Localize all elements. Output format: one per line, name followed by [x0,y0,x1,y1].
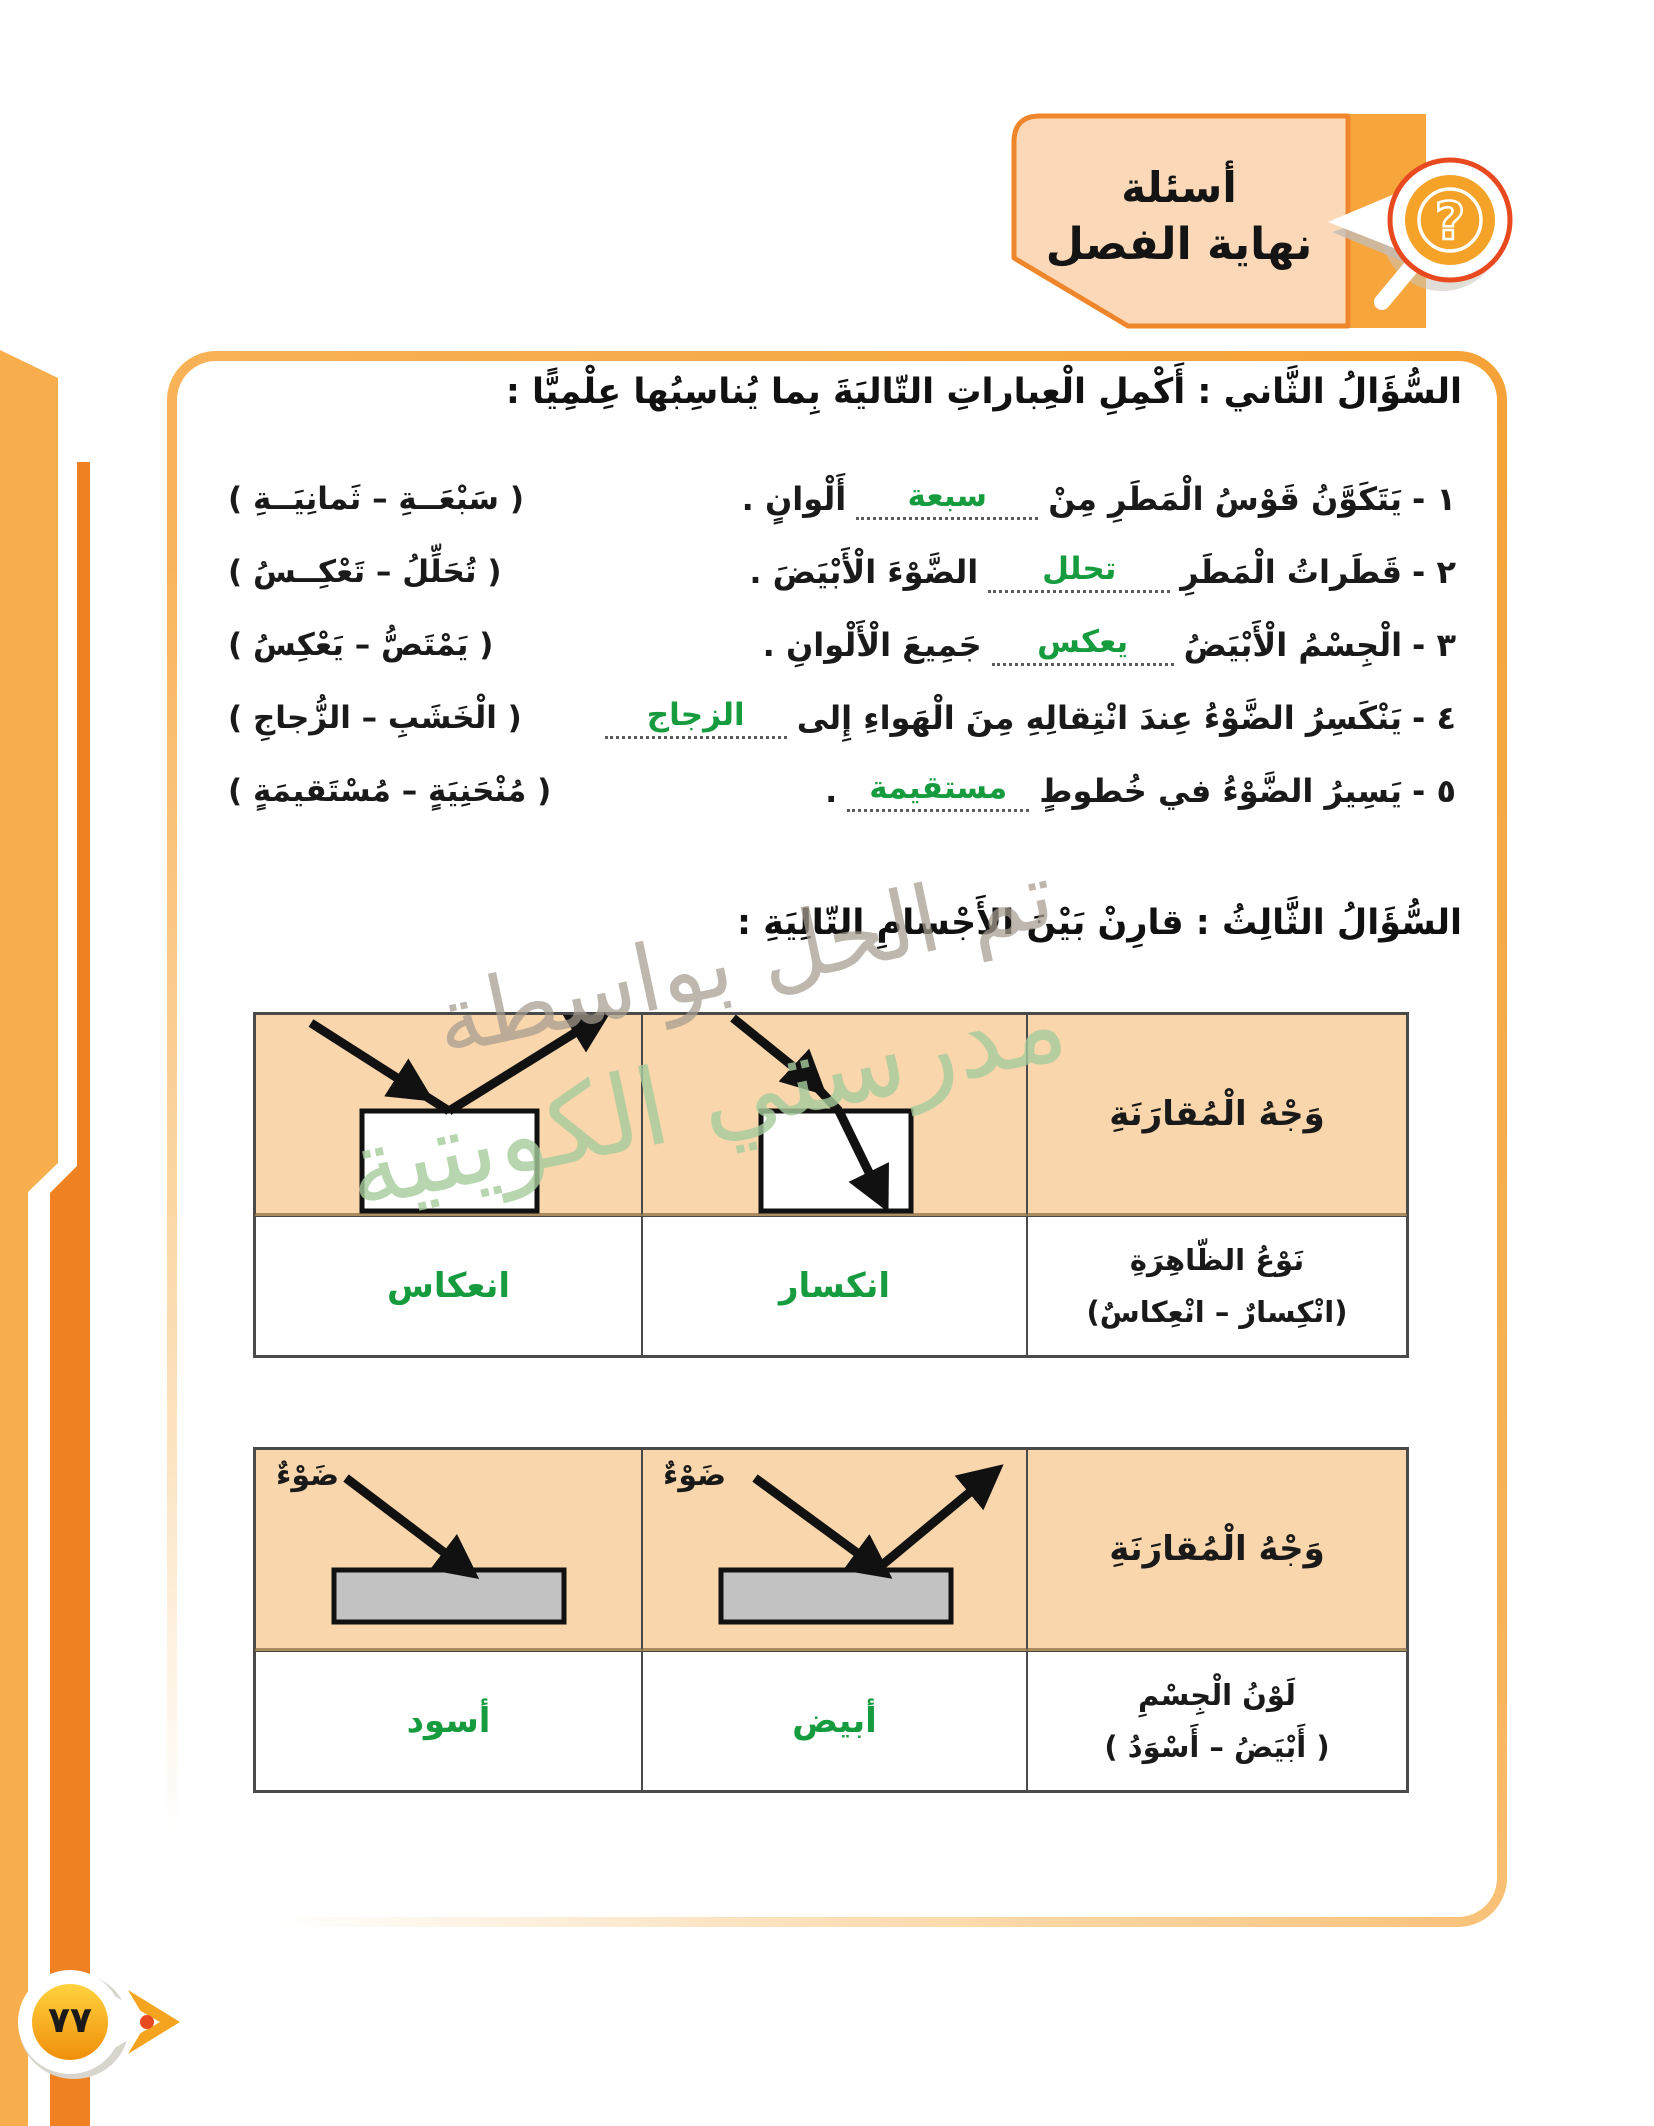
white-body-diagram [718,1464,1004,1625]
question-mark-glyph: ? [1435,192,1465,252]
colour-label-cell: لَوْنُ الْجِسْمِ ( أَبْيَضُ – أَسْوَدُ ) [1027,1651,1407,1791]
answer-cell-reflection: انعكاس [255,1216,642,1356]
body-block [718,1567,954,1625]
answer-blank: مستقيمة [847,770,1030,812]
compare-header-cell: وَجْهُ الْمُقارَنَةِ [1027,1449,1407,1651]
body-block [331,1567,567,1625]
mirror-block [359,1108,540,1214]
compare-header-cell: وَجْهُ الْمُقارَنَةِ [1027,1014,1407,1216]
question2-heading: السُّؤَالُ الثَّاني : أَكْمِلِ الْعِبارا… [505,372,1462,412]
page-number-badge [18,1970,180,2079]
glass-block [758,1108,914,1214]
answer-text: أسود [406,1701,491,1741]
answer-blank: تحلل [988,551,1171,593]
left-stripe-light [0,350,58,2126]
item-number: ١ - [1412,479,1456,518]
phenomenon-label-cell: نَوْعُ الظّاهِرَةِ (انْكِسارٌ – انْعِكاس… [1027,1216,1407,1356]
item-text-pre: يَنْكَسِرُ الضَّوْءُ عِندَ انْتِقالِهِ م… [796,698,1403,737]
fill-blank-row-5: ٥ - يَسِيرُ الضَّوْءُ في خُطوطٍ مستقيمة … [228,754,1456,827]
white-body-diagram-cell: ضَوْءٌ [642,1449,1027,1651]
answer-cell-white: أبيض [642,1651,1027,1791]
incident-ray-arrow [752,1474,893,1579]
answer-text: انكسار [778,1266,891,1306]
colour-options: ( أَبْيَضُ – أَسْوَدُ ) [1104,1730,1330,1764]
item-text-post: . [825,771,838,810]
question2-items: ١ - يَتَكَوَّنُ قَوْسُ الْمَطَرِ مِنْ سب… [228,462,1456,827]
item-text-post: الضَّوْءَ الْأَبْيَضَ . [749,552,979,591]
refraction-diagram [730,1015,914,1214]
question3-heading: السُّؤَالُ الثَّالِثُ : قارِنْ بَيْنَ ال… [736,903,1462,943]
reflection-diagram-cell [255,1014,642,1216]
light-label: ضَوْءٌ [276,1458,340,1493]
light-label: ضَوْءٌ [663,1458,727,1493]
phenomenon-options: (انْكِسارٌ – انْعِكاسٌ) [1086,1295,1348,1329]
item-text-pre: يَتَكَوَّنُ قَوْسُ الْمَطَرِ مِنْ [1048,479,1403,518]
phenomenon-label: نَوْعُ الظّاهِرَةِ [1129,1242,1305,1277]
page-number: ٧٧ [48,2000,92,2041]
black-body-diagram [331,1474,567,1625]
red-dot [140,2015,154,2029]
badge-title-line2: نهاية الفصل [1045,218,1313,270]
chapter-badge-shape [1011,113,1351,329]
item-choices: ( الْخَشَبِ – الزُّجاجِ ) [228,699,522,736]
reflection-diagram [308,1015,613,1214]
answer-blank: الزجاج [604,697,787,739]
item-choices: ( سَبْعَــةِ – ثَمانِيَــةِ ) [228,480,524,517]
item-choices: ( يَمْتَصُّ – يَعْكِسُ ) [228,626,494,663]
fill-blank-row-4: ٤ - يَنْكَسِرُ الضَّوْءُ عِندَ انْتِقالِ… [228,681,1456,754]
content-box-border [167,351,1507,1927]
item-choices: ( تُحَلِّلُ – تَعْكِــسُ ) [228,553,502,590]
left-stripe-dark [50,462,90,2126]
item-number: ٢ - [1412,552,1456,591]
item-choices: ( مُنْحَنِيَةٍ – مُسْتَقيمَةٍ ) [228,772,552,809]
chapter-questions-badge: أسئلة نهاية الفصل [1014,128,1344,308]
incident-ray-arrow [308,1019,452,1115]
compare-label: وَجْهُ الْمُقارَنَةِ [1109,1529,1325,1569]
answer-text: انعكاس [386,1266,511,1306]
item-number: ٤ - [1412,698,1456,737]
answer-blank: سبعة [856,478,1039,520]
fill-blank-row-1: ١ - يَتَكَوَّنُ قَوْسُ الْمَطَرِ مِنْ سب… [228,462,1456,535]
answer-text: أبيض [792,1701,877,1741]
answer-cell-black: أسود [255,1651,642,1791]
fill-blank-row-2: ٢ - قَطَراتُ الْمَطَرِ تحلل الضَّوْءَ ال… [228,535,1456,608]
item-text-post: أَلْوانٍ . [741,479,847,518]
item-number: ٥ - [1412,771,1456,810]
incident-ray-arrow [730,1015,843,1115]
item-text-pre: قَطَراتُ الْمَطَرِ [1180,552,1403,591]
incident-ray-arrow [343,1474,480,1580]
compare-label: وَجْهُ الْمُقارَنَةِ [1109,1094,1325,1134]
refracted-ray-arrow [834,1109,889,1213]
comparison-table-phenomenon: وَجْهُ الْمُقارَنَةِ [253,1012,1409,1358]
magnifier-question-icon: ? [1328,157,1513,310]
item-text-post: جَمِيعَ الْأَلْوانِ . [762,625,982,664]
item-text-pre: يَسِيرُ الضَّوْءُ في خُطوطٍ [1039,771,1403,810]
answer-blank: يعكس [991,624,1174,666]
reflected-ray-arrow [446,1015,613,1115]
item-text-pre: الْجِسْمُ الْأَبْيَضُ [1183,625,1403,664]
comparison-table-colour: وَجْهُ الْمُقارَنَةِ ضَوْءٌ ضَوْءٌ [253,1447,1409,1793]
badge-title-line1: أسئلة [1121,163,1237,213]
black-body-diagram-cell: ضَوْءٌ [255,1449,642,1651]
item-number: ٣ - [1412,625,1456,664]
colour-label: لَوْنُ الْجِسْمِ [1138,1677,1296,1712]
reflected-ray-arrow [878,1464,1004,1570]
badge-pointer-arrow [1328,190,1404,252]
answer-cell-refraction: انكسار [642,1216,1027,1356]
refraction-diagram-cell [642,1014,1027,1216]
fill-blank-row-3: ٣ - الْجِسْمُ الْأَبْيَضُ يعكس جَمِيعَ ا… [228,608,1456,681]
